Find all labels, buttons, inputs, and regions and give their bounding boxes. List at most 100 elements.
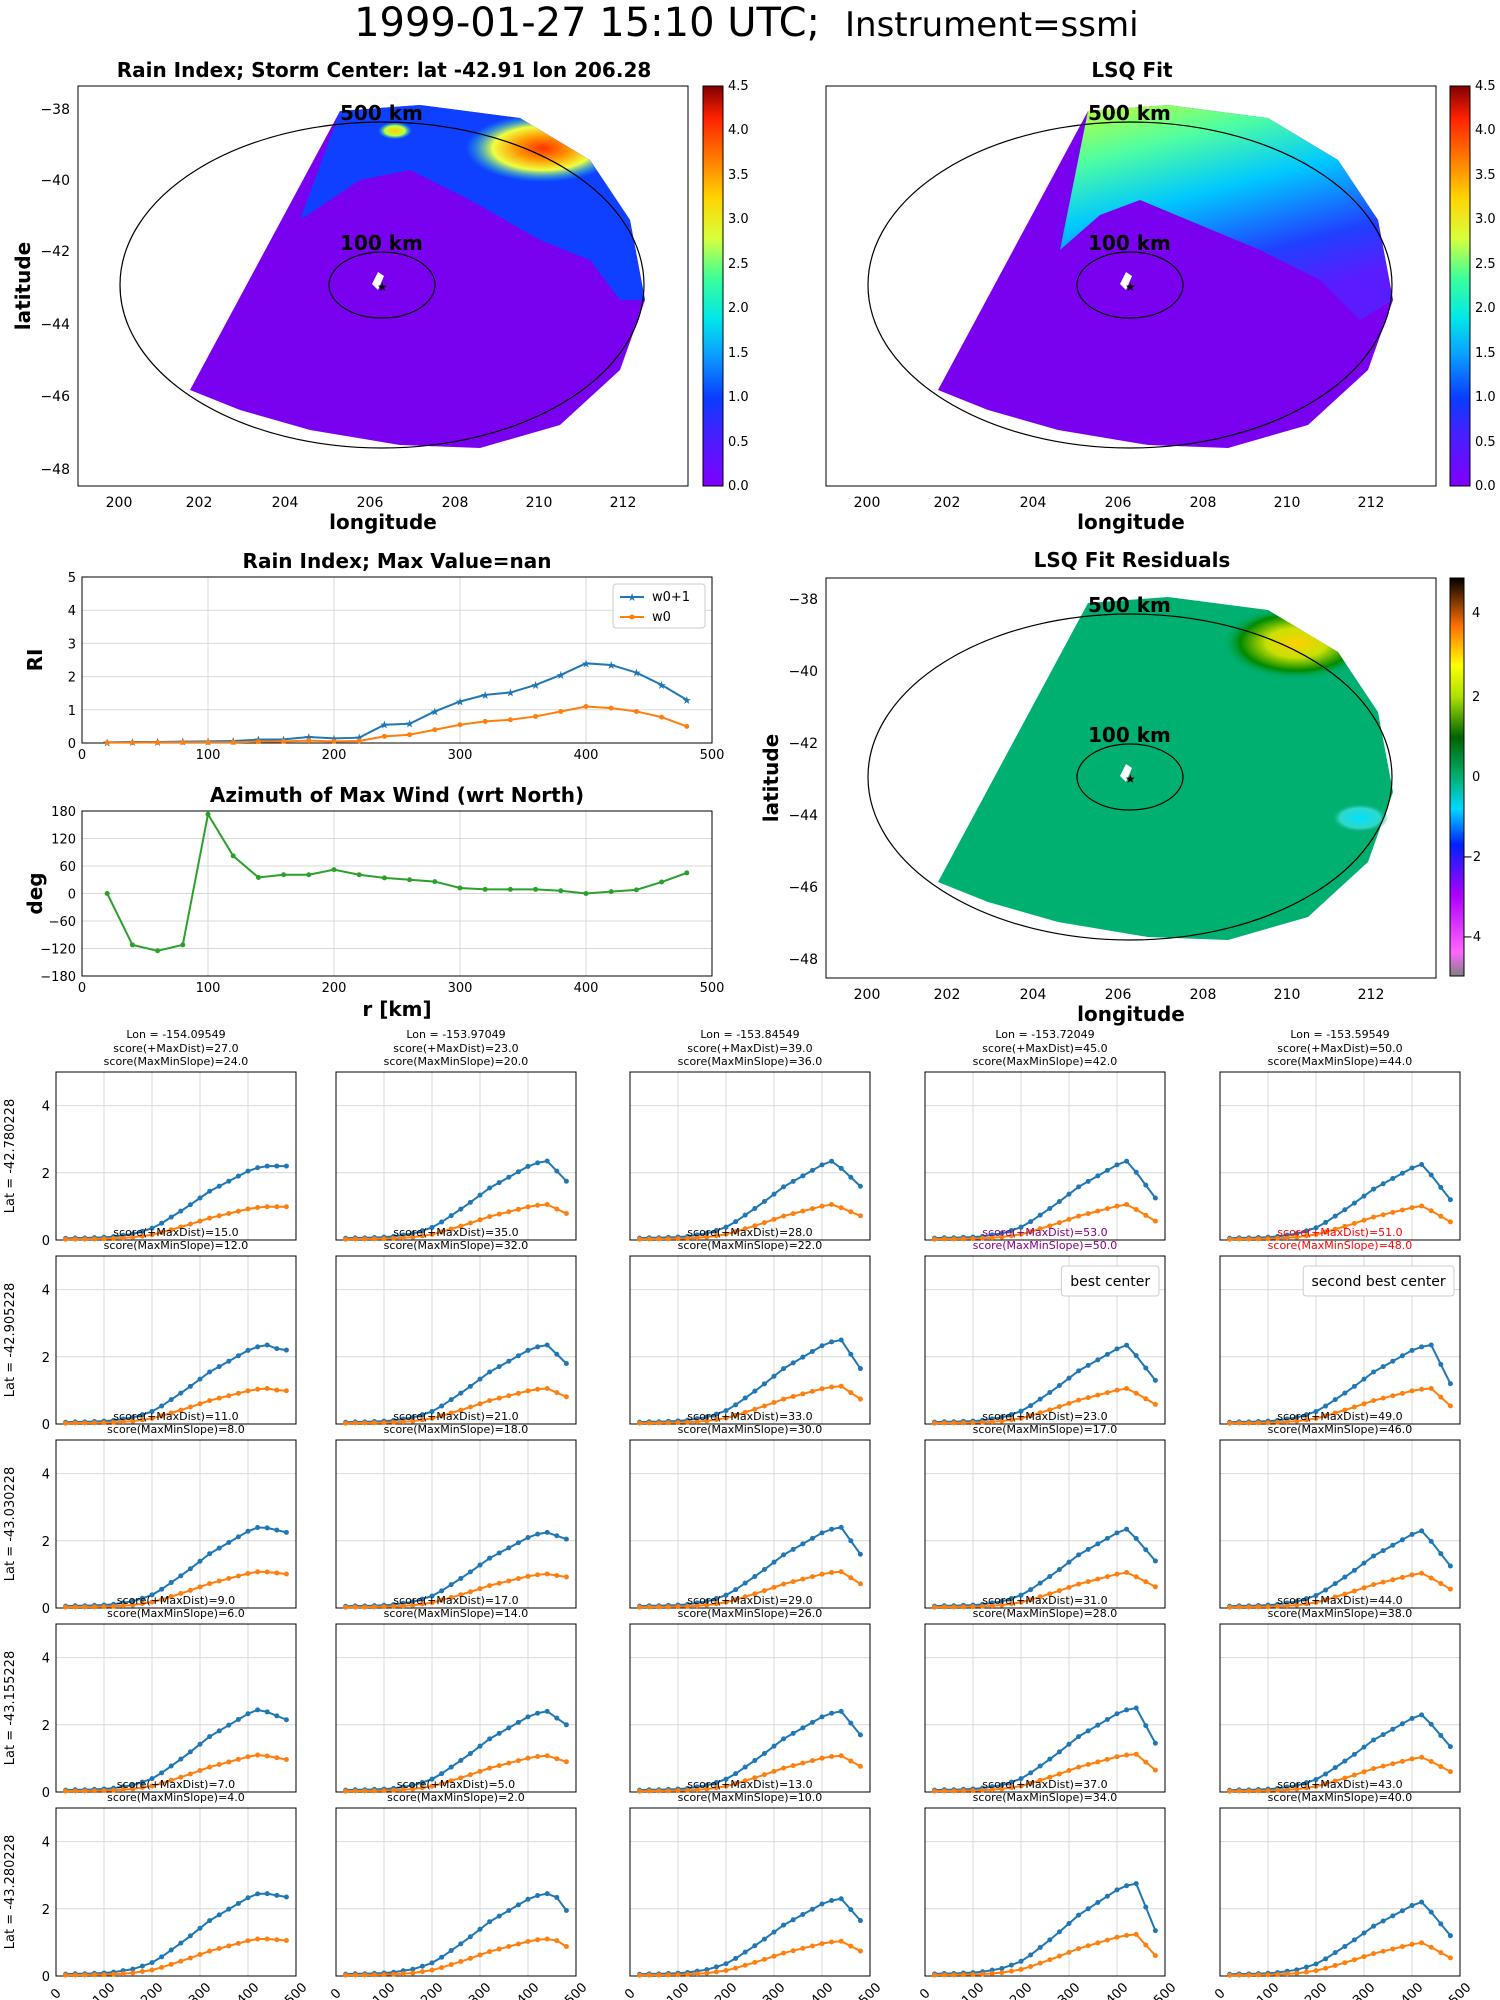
panel-score-maxdist: score(+MaxDist)=44.0 <box>1277 1594 1402 1607</box>
series-point <box>496 1946 502 1952</box>
series-point <box>1438 1213 1444 1219</box>
series-point <box>790 1394 796 1400</box>
series-point <box>1028 1964 1034 1970</box>
residuals-field-hot <box>1088 597 1378 740</box>
series-point <box>1104 1390 1110 1396</box>
y-axis-label: RI <box>23 649 47 672</box>
series-point <box>343 1420 349 1426</box>
lsq-cbar-tick: 4.5 <box>1475 79 1496 94</box>
series-point <box>515 1540 521 1546</box>
series-point <box>1066 1191 1072 1197</box>
series-point <box>1428 1538 1434 1544</box>
series-point <box>646 1604 652 1610</box>
series-point <box>458 1206 464 1212</box>
series-point <box>1095 1900 1101 1905</box>
rain-cbar-tick: 2.5 <box>728 257 749 272</box>
series-point <box>1037 1960 1043 1966</box>
series-point <box>771 1373 777 1379</box>
residuals-ring-500 <box>867 613 1393 941</box>
series-point <box>1371 1398 1377 1404</box>
lsq-cbar-tick: 0.0 <box>1475 479 1496 494</box>
series-point <box>1371 1369 1377 1375</box>
series-point <box>197 1195 203 1201</box>
series-point <box>400 1603 406 1609</box>
series-point <box>1066 1400 1072 1406</box>
residuals-star-icon: ★ <box>1125 772 1136 786</box>
series-point <box>391 1971 397 1977</box>
series-point <box>1152 1377 1158 1383</box>
series-point <box>1056 1749 1062 1755</box>
series-point <box>694 1603 700 1609</box>
series-point <box>1076 1764 1082 1770</box>
series-point <box>1085 1211 1091 1217</box>
series-point <box>439 1403 445 1409</box>
series-point <box>226 1943 232 1949</box>
series-point <box>1076 1552 1082 1558</box>
x-tick-label: 100 <box>196 748 221 763</box>
series-point <box>733 1781 739 1787</box>
series-point <box>1342 1775 1348 1781</box>
series-point <box>1143 1759 1149 1765</box>
x-tick-label: 300 <box>760 1980 788 2000</box>
series-point <box>159 1597 165 1603</box>
series-point <box>1332 1594 1338 1600</box>
series-point <box>819 1203 825 1209</box>
series-point <box>1275 1235 1281 1241</box>
series-point <box>563 1759 569 1765</box>
lsq-cbar-tick: 2.5 <box>1475 257 1496 272</box>
panel-score-maxminslope: score(MaxMinSlope)=44.0 <box>1268 1055 1413 1068</box>
y-tick-label: 4 <box>42 1836 50 1851</box>
series-point <box>439 1588 445 1594</box>
plot-area <box>56 1440 296 1608</box>
series-point <box>1124 1707 1130 1713</box>
residuals-ytick: −46 <box>788 880 818 896</box>
series-point <box>429 1593 435 1599</box>
series-point <box>139 1785 145 1791</box>
series-point <box>168 1397 174 1403</box>
series-point <box>226 1722 232 1728</box>
x-tick-label: 100 <box>1254 1980 1282 2000</box>
plot-area <box>925 1808 1165 1976</box>
series-point <box>1114 1571 1120 1577</box>
series-point <box>264 1891 270 1897</box>
series-point <box>1047 1389 1053 1395</box>
series-point <box>407 732 413 738</box>
series-point <box>1275 1603 1281 1609</box>
series-point <box>111 1235 117 1241</box>
series-point <box>72 1236 78 1242</box>
series-point <box>101 1972 107 1978</box>
series-point <box>761 1936 767 1942</box>
series-point <box>554 1715 560 1721</box>
series-point <box>235 1390 241 1396</box>
y-tick-label: −60 <box>49 915 76 930</box>
series-point <box>970 1236 976 1242</box>
series-point <box>742 1778 748 1784</box>
series-point <box>1323 1413 1329 1419</box>
series-point <box>1303 1964 1309 1970</box>
series-point <box>685 1971 691 1977</box>
lsq-ring-100 <box>1076 251 1184 319</box>
series-point <box>1361 1744 1367 1750</box>
series-point <box>1008 1595 1014 1601</box>
series-point <box>1294 1786 1300 1792</box>
series-point <box>723 1592 729 1598</box>
series-point <box>515 1206 521 1212</box>
series-point <box>1371 1951 1377 1957</box>
series-point <box>149 1776 155 1782</box>
series-point <box>264 1525 270 1531</box>
series-point <box>1085 1943 1091 1949</box>
series-point <box>819 1941 825 1947</box>
series-point <box>684 870 690 876</box>
lsq-cbar-tick: 0.5 <box>1475 435 1496 450</box>
series-point <box>999 1970 1005 1976</box>
series-point <box>139 1595 145 1601</box>
series-point <box>941 1972 947 1978</box>
series-point <box>1056 1588 1062 1594</box>
series-point <box>554 1572 560 1578</box>
series-point <box>1409 1165 1415 1171</box>
series-point <box>487 1369 493 1375</box>
series-point <box>283 1388 289 1394</box>
series-point <box>178 1940 184 1946</box>
y-tick-label: 0 <box>42 1602 50 1617</box>
